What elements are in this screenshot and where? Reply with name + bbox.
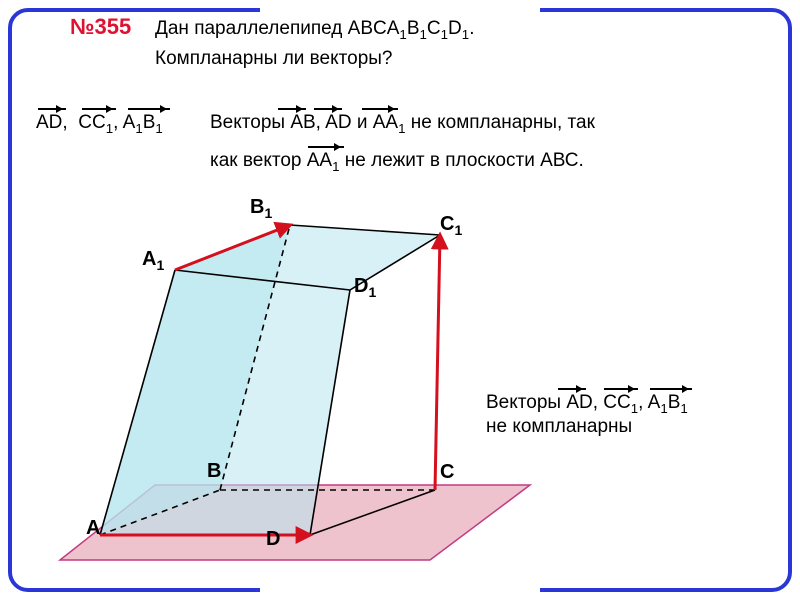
vector-overline-arrow [362, 108, 398, 110]
parallelepiped-diagram [0, 0, 800, 600]
vector-overline-arrow [38, 108, 66, 110]
vector-overline-arrow [650, 388, 692, 390]
vertex-label-B1: B1 [250, 196, 272, 221]
vertex-label-D: D [266, 528, 280, 551]
vector-overline-arrow [314, 108, 342, 110]
vertex-label-B: B [207, 460, 221, 483]
vertex-label-C: C [440, 461, 454, 484]
vertex-label-C1: C1 [440, 213, 462, 238]
vertex-label-A: A [86, 517, 100, 540]
vector-overline-arrow [82, 108, 116, 110]
vertex-label-A1: A1 [142, 248, 164, 273]
vector-overline-arrow [278, 108, 306, 110]
vector-overline-arrow [128, 108, 170, 110]
vector-overline-arrow [558, 388, 586, 390]
vector-overline-arrow [604, 388, 638, 390]
vector-overline-arrow [308, 146, 344, 148]
vertex-label-D1: D1 [354, 275, 376, 300]
